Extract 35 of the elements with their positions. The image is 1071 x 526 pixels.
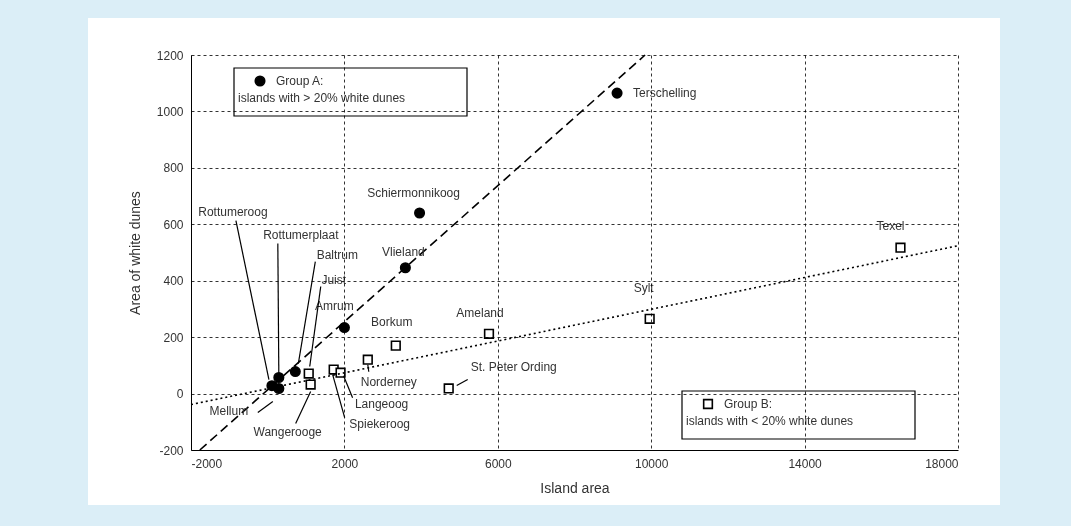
annotation: Rottumeroog bbox=[198, 204, 268, 219]
y-tick-label: -200 bbox=[159, 443, 184, 458]
annotation: Rottumerplaat bbox=[263, 228, 340, 243]
x-tick-label: -2000 bbox=[191, 456, 223, 471]
annotation: Schiermonnikoog bbox=[367, 186, 460, 200]
x-tick-label: 14000 bbox=[788, 456, 823, 471]
annotation: Borkum bbox=[371, 314, 413, 329]
annotation: Juist bbox=[321, 272, 347, 287]
annotation: Spiekeroog bbox=[349, 416, 411, 431]
x-tick-label: 2000 bbox=[331, 456, 359, 471]
annotation: St. Peter Ording bbox=[470, 360, 557, 375]
y-tick-label: 0 bbox=[176, 387, 184, 402]
x-axis-title: Island area bbox=[540, 479, 610, 496]
y-tick-label: 400 bbox=[163, 274, 184, 289]
y-tick-label: 600 bbox=[163, 217, 184, 232]
y-tick-label: 200 bbox=[163, 330, 184, 345]
x-tick-label: 10000 bbox=[635, 456, 669, 471]
annotation: Ameland bbox=[456, 305, 504, 320]
annotation: Vlieland bbox=[382, 244, 425, 259]
annotation: Langeoog bbox=[354, 396, 409, 411]
y-tick-label: 1000 bbox=[156, 104, 184, 119]
annotation: Baltrum bbox=[316, 247, 358, 262]
annotation: Mellum bbox=[209, 404, 249, 419]
annotation: Texel bbox=[876, 218, 905, 233]
y-tick-label: 1200 bbox=[156, 48, 184, 63]
x-tick-label: 6000 bbox=[484, 456, 512, 471]
annotation: Wangerooge bbox=[253, 424, 323, 439]
x-tick-label: 18000 bbox=[925, 456, 959, 471]
annotation: Norderney bbox=[360, 374, 417, 389]
legend-label: Group B: islands with < 20% white dunes bbox=[686, 397, 854, 428]
legend-label: Group A: islands with > 20% white dunes bbox=[238, 74, 406, 105]
annotation: Terschelling bbox=[633, 86, 697, 101]
y-tick-label: 800 bbox=[163, 161, 184, 176]
annotation: Sylt bbox=[633, 280, 655, 295]
y-axis-title: Area of white dunes bbox=[126, 191, 143, 315]
